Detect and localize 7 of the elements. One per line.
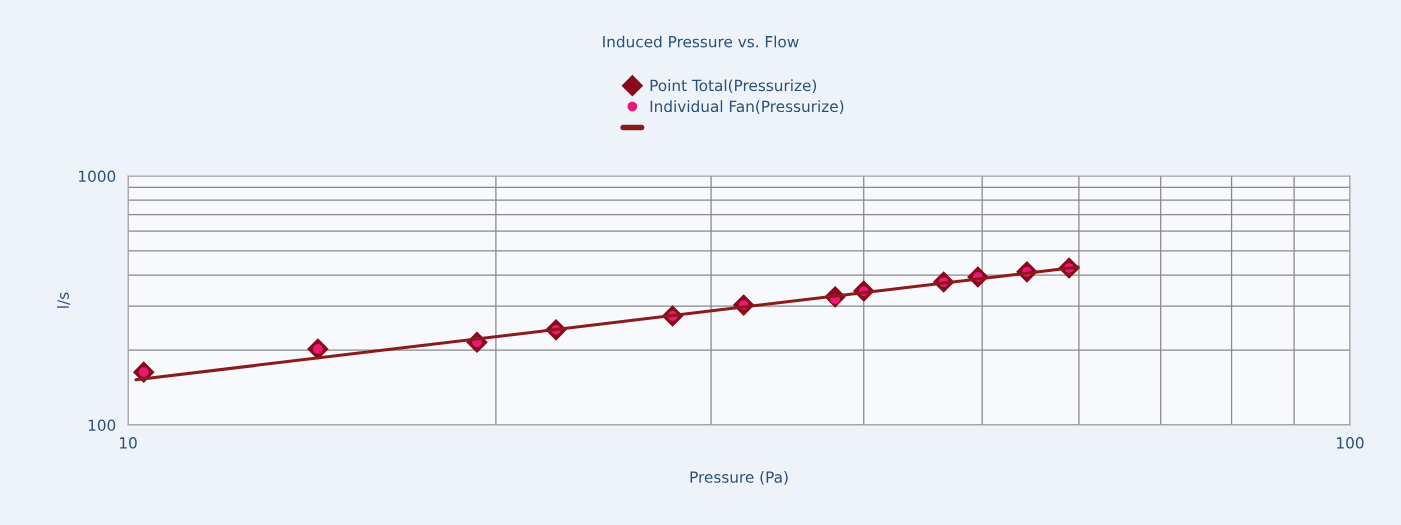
y-tick-label: 1000 bbox=[79, 170, 116, 182]
x-tick-label: 10 bbox=[120, 437, 137, 449]
y-axis-title: l/s bbox=[57, 292, 71, 308]
legend-label: Point Total(Pressurize) bbox=[650, 79, 817, 93]
x-axis-title: Pressure (Pa) bbox=[690, 471, 788, 485]
legend-label: Individual Fan(Pressurize) bbox=[650, 100, 844, 114]
chart-title: Induced Pressure vs. Flow bbox=[603, 35, 799, 48]
